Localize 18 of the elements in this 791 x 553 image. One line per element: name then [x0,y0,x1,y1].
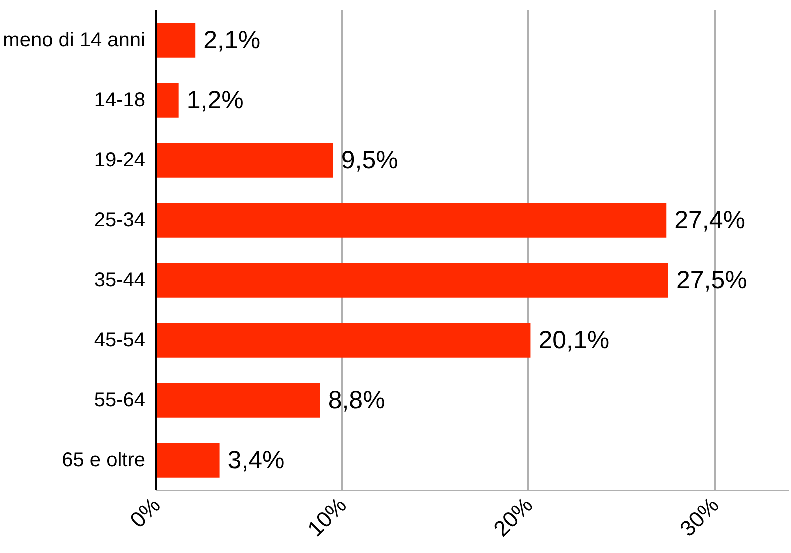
data-label: 27,5% [676,266,748,294]
y-tick-label: 65 e oltre [62,450,146,472]
data-label: 8,8% [328,386,386,414]
y-tick-label: 14-18 [94,90,146,112]
y-tick-label: meno di 14 anni [3,30,146,52]
data-label: 20,1% [538,326,610,354]
x-tick-label: 30% [675,492,724,542]
data-label: 2,1% [204,26,261,54]
y-tick-label: 25-34 [94,210,146,232]
data-label: 1,2% [186,86,244,114]
data-label: 3,4% [228,446,285,474]
x-tick-label: 0% [125,492,166,533]
data-label: 27,4% [674,206,746,234]
y-tick-label: 19-24 [94,150,146,172]
y-tick-label: 35-44 [94,270,146,292]
y-tick-label: 55-64 [94,390,146,412]
y-tick-label: 45-54 [94,330,146,352]
data-label: 9,5% [341,146,398,174]
